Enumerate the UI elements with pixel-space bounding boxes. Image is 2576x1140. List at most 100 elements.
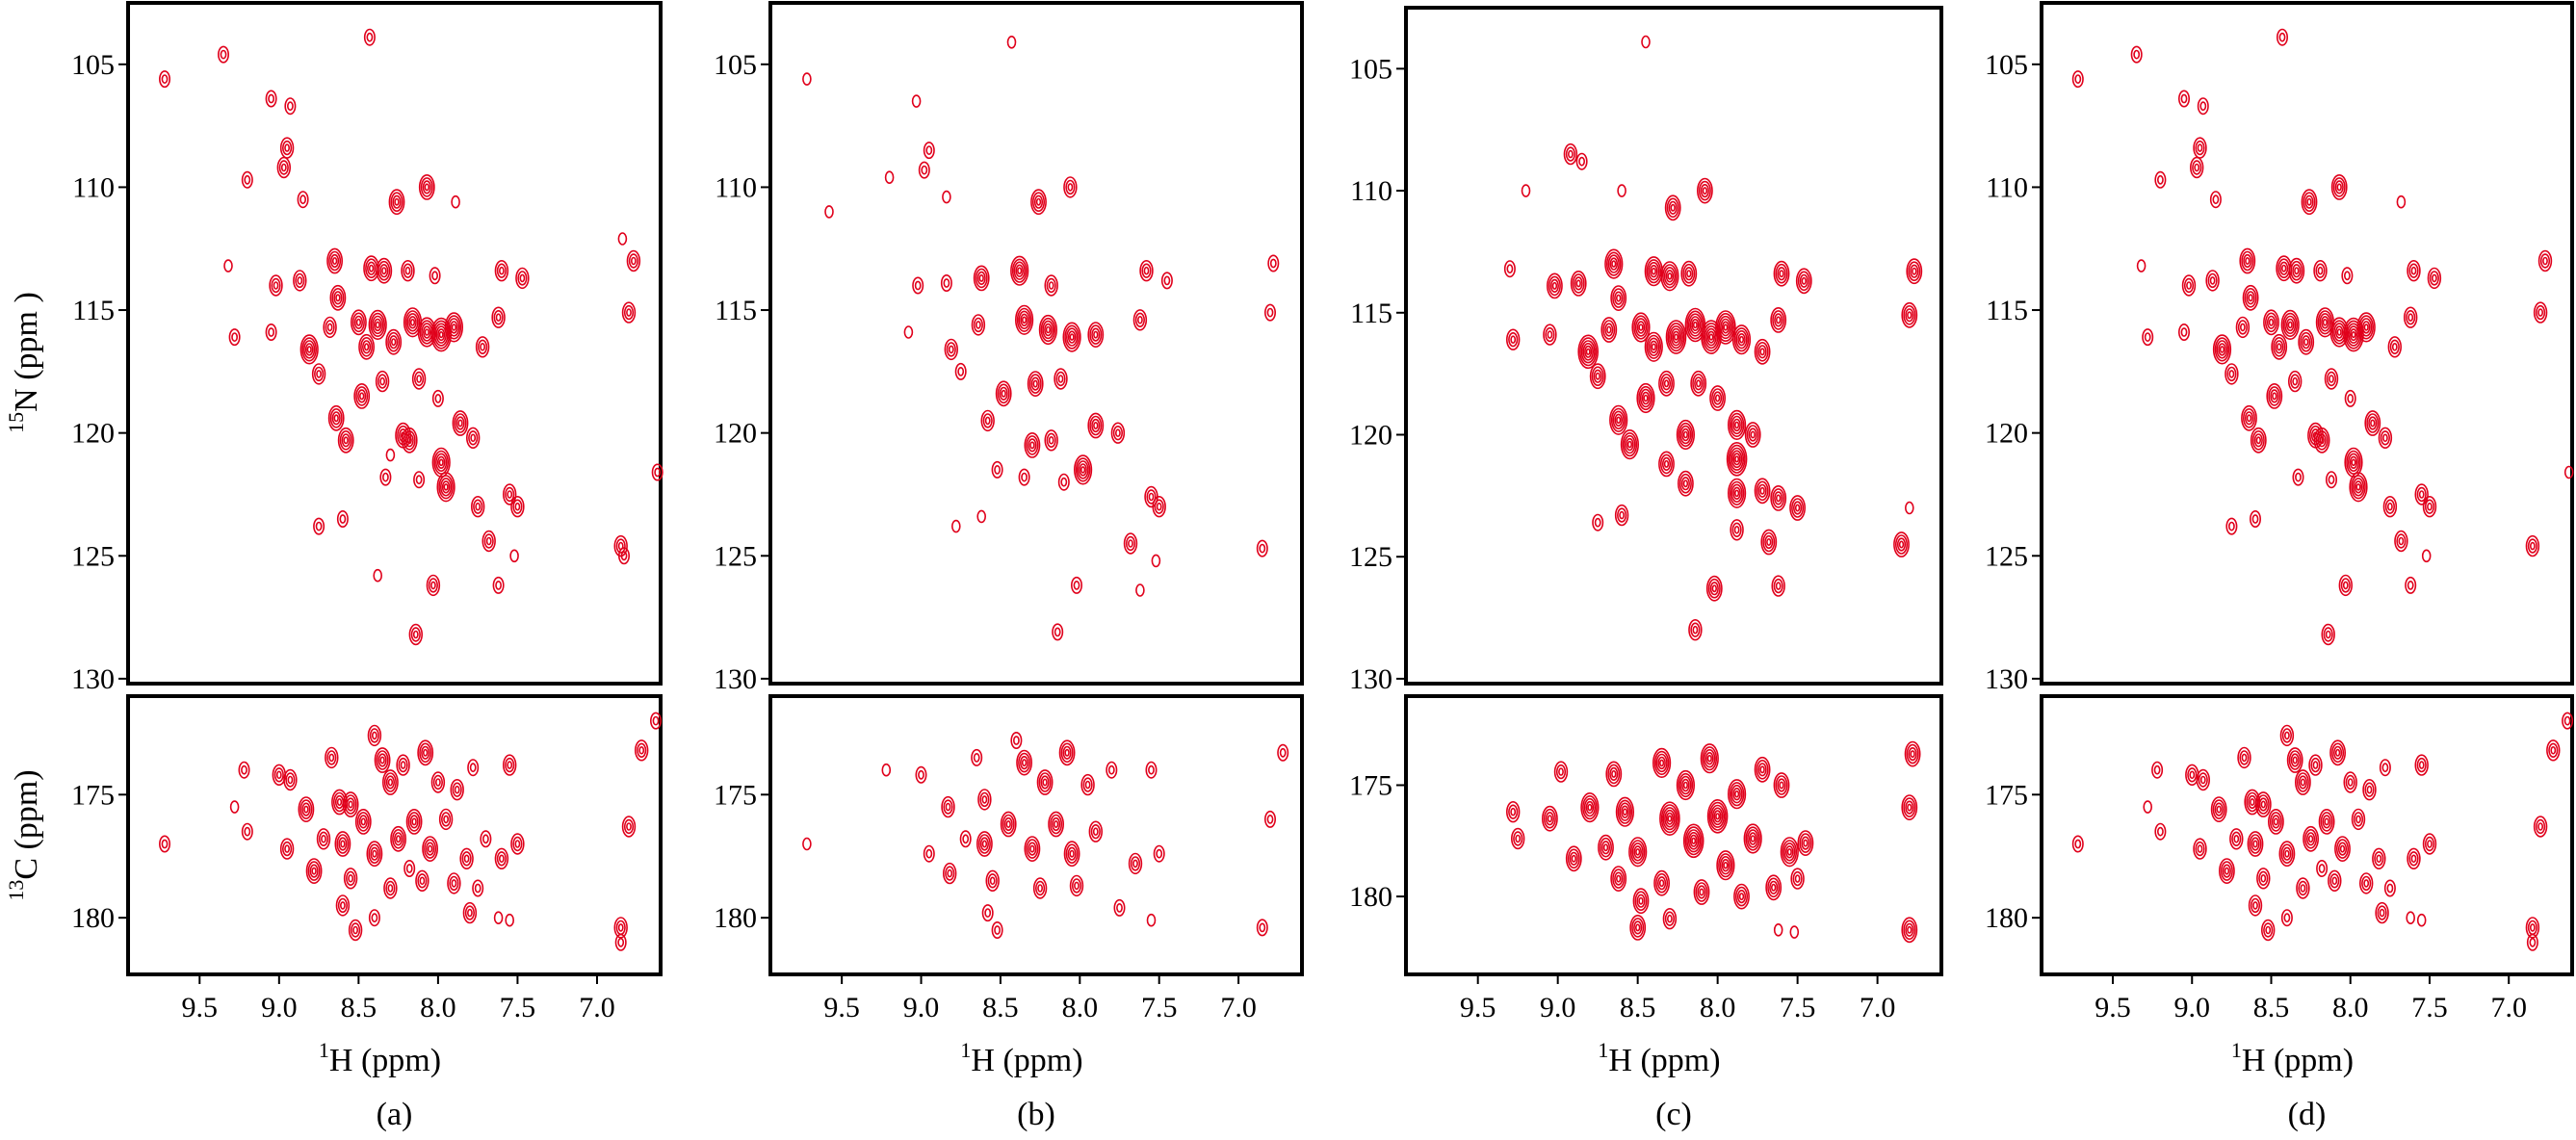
hnco-peak — [1901, 794, 1918, 821]
hnco-peak — [241, 822, 253, 841]
panel-a: 105 110 115 120 125 130 175 180 9.5 9.0 8.5 8.0 7.5 7… — [4, 1, 664, 1132]
hnco-peak — [1069, 874, 1084, 897]
hsqc-peak — [494, 260, 509, 282]
hsqc-peak — [323, 316, 337, 339]
hsqc-peak — [2324, 368, 2339, 390]
panel-b: 105 110 115 120 125 130 175 180 9.5 9.0 8.5 8.0 7.5 7… — [714, 1, 1304, 1132]
hsqc-peak — [515, 267, 530, 290]
hnco-peak — [354, 809, 372, 835]
hsqc-peak — [1744, 422, 1761, 448]
hsqc-peak — [1644, 331, 1663, 362]
hsqc-peak — [2414, 483, 2429, 505]
hsqc-peak — [1547, 272, 1563, 299]
hsqc-peak — [492, 576, 505, 594]
hsqc-peak — [2071, 70, 2084, 89]
hsqc-peak — [228, 328, 241, 347]
hnco-peak — [348, 919, 363, 942]
hsqc-peak — [1010, 255, 1029, 286]
hsqc-peak — [1018, 468, 1030, 486]
hnco-peak — [1676, 769, 1695, 801]
hnco-peak — [915, 765, 927, 784]
hnco-peak — [374, 747, 391, 773]
hnco-peak — [2422, 833, 2437, 855]
hsqc-peak — [2396, 194, 2407, 209]
hsqc-peak — [1731, 324, 1752, 355]
hsqc-peak — [510, 495, 525, 518]
y-tick-label: 110 — [1986, 171, 2028, 203]
x-tick-label: 9.0 — [1540, 992, 1576, 1023]
hsqc-peak — [617, 547, 630, 565]
hsqc-peak — [1901, 301, 1918, 328]
hnco-peak — [450, 778, 464, 801]
y-tick-label: 105 — [714, 49, 757, 81]
hnco-peak — [2256, 868, 2271, 890]
hnco-peak — [2351, 808, 2366, 831]
hsqc-peak — [436, 472, 455, 503]
hsqc-peak — [802, 72, 812, 86]
hnco-peak — [2303, 825, 2319, 852]
hsqc-peak — [976, 509, 987, 524]
hsqc-peak — [1610, 285, 1627, 312]
hsqc-peak — [1014, 304, 1034, 335]
hnco-peak — [1716, 850, 1735, 881]
y-tick-label: 105 — [1985, 49, 2028, 81]
hnco-frame — [768, 694, 1304, 976]
y-tick-label: 105 — [1349, 53, 1392, 85]
hnco-peak — [430, 771, 446, 793]
hsqc-peak — [2338, 574, 2354, 597]
hnco-peak — [1080, 773, 1095, 796]
hnco-peak — [1700, 743, 1719, 774]
x-tick-label: 7.0 — [579, 992, 615, 1023]
hsqc-peak — [2387, 336, 2403, 358]
hsqc-peak — [2242, 284, 2259, 311]
hsqc-peak — [1906, 258, 1923, 285]
panel-caption: (d) — [2288, 1097, 2327, 1132]
y-tick-label: 180 — [71, 902, 115, 934]
hnco-peak — [342, 791, 359, 817]
x-tick-label: 9.5 — [182, 992, 219, 1023]
hsqc-peak — [2205, 270, 2220, 292]
hnco-peak — [2328, 869, 2342, 892]
hnco-peak — [614, 933, 627, 951]
hnco-peak — [2343, 771, 2357, 793]
hnco-peak — [1542, 805, 1558, 832]
hnco-peak — [2416, 913, 2427, 927]
hsqc-peak — [269, 274, 283, 297]
hsqc-peak — [1110, 422, 1126, 444]
hnco-peak — [1765, 874, 1782, 901]
hnco-peak — [2318, 809, 2335, 835]
hsqc-peak — [1690, 370, 1707, 397]
hsqc-peak — [2277, 28, 2289, 46]
hnco-peak — [2143, 800, 2152, 814]
hnco-peak — [1610, 866, 1627, 893]
hsqc-peak — [1592, 513, 1604, 531]
hnco-peak — [1733, 883, 1750, 910]
y-tick-label: 115 — [1350, 298, 1392, 329]
hsqc-peak — [1543, 324, 1557, 346]
x-tick-label: 7.5 — [2411, 992, 2448, 1023]
y-tick-label: 175 — [1349, 769, 1392, 801]
hnco-peak — [941, 795, 955, 818]
hnco-peak — [649, 712, 662, 730]
hnco-peak — [2359, 872, 2374, 894]
hnco-peak — [1743, 823, 1762, 854]
hnco-peak — [381, 769, 399, 795]
x-tick-label: 8.5 — [982, 992, 1019, 1023]
y-tick-label: 125 — [1985, 540, 2028, 572]
y-axis-label-13c: 13C (ppm) — [4, 769, 44, 900]
hsqc-peak — [218, 45, 230, 64]
hnco-peak — [367, 724, 382, 747]
hnco-peak — [621, 816, 637, 838]
hsqc-peak — [1664, 194, 1681, 221]
hsqc-peak — [980, 409, 995, 432]
y-tick-label: 110 — [1350, 175, 1392, 207]
hsqc-peak — [1730, 519, 1744, 541]
hsqc-peak — [466, 427, 481, 449]
hsqc-peak — [159, 70, 171, 89]
x-tick-label: 8.0 — [1700, 992, 1736, 1023]
hnco-peak — [1032, 877, 1048, 899]
hnco-peak — [462, 901, 478, 924]
y-tick-label: 115 — [1986, 295, 2028, 326]
hnco-peak — [2334, 836, 2351, 863]
x-tick-label: 9.5 — [1460, 992, 1496, 1023]
